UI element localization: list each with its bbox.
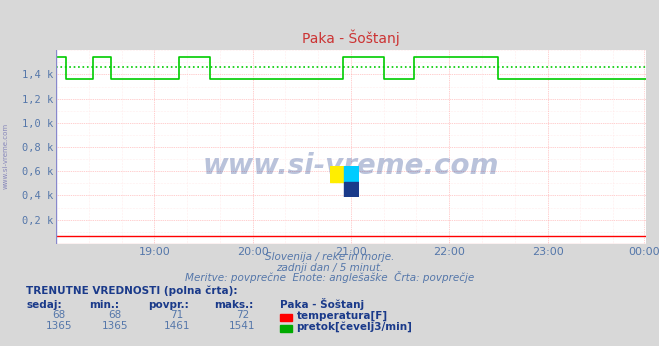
Text: temperatura[F]: temperatura[F] — [297, 310, 387, 321]
Text: 71: 71 — [170, 310, 183, 320]
Text: 72: 72 — [236, 310, 249, 320]
Text: 68: 68 — [109, 310, 122, 320]
Text: pretok[čevelj3/min]: pretok[čevelj3/min] — [297, 321, 413, 332]
Text: 1541: 1541 — [229, 321, 256, 331]
Text: www.si-vreme.com: www.si-vreme.com — [2, 122, 9, 189]
Bar — [344, 182, 359, 197]
Text: maks.:: maks.: — [214, 300, 254, 310]
Text: www.si-vreme.com: www.si-vreme.com — [203, 153, 499, 180]
Text: min.:: min.: — [89, 300, 119, 310]
Text: Meritve: povprečne  Enote: anglešaške  Črta: povprečje: Meritve: povprečne Enote: anglešaške Črt… — [185, 271, 474, 283]
Title: Paka - Šoštanj: Paka - Šoštanj — [302, 30, 400, 46]
Text: Slovenija / reke in morje.: Slovenija / reke in morje. — [265, 252, 394, 262]
Text: povpr.:: povpr.: — [148, 300, 189, 310]
Text: zadnji dan / 5 minut.: zadnji dan / 5 minut. — [276, 263, 383, 273]
Text: sedaj:: sedaj: — [26, 300, 62, 310]
Text: 68: 68 — [53, 310, 66, 320]
Text: 1461: 1461 — [163, 321, 190, 331]
Text: TRENUTNE VREDNOSTI (polna črta):: TRENUTNE VREDNOSTI (polna črta): — [26, 285, 238, 296]
Bar — [330, 166, 344, 182]
Bar — [344, 166, 359, 182]
Text: Paka - Šoštanj: Paka - Šoštanj — [280, 298, 364, 310]
Text: 1365: 1365 — [102, 321, 129, 331]
Text: 1365: 1365 — [46, 321, 72, 331]
